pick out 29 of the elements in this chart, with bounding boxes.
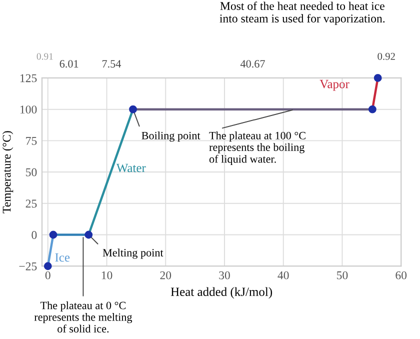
text: 40.67 — [240, 60, 265, 68]
y-tick-label: 50 — [26, 168, 37, 176]
x-tick-label: 0 — [45, 271, 50, 280]
text: 6.01 — [60, 60, 78, 68]
x-tick-label: 60 — [396, 271, 407, 280]
y-tick-label: 0 — [32, 231, 37, 239]
text: 7.54 — [102, 60, 122, 68]
y-axis-title: Temperature (°C) — [2, 131, 14, 214]
x-tick-label: 30 — [219, 271, 230, 280]
y-tick-label: −25 — [19, 262, 37, 270]
y-tick-label: 75 — [26, 137, 37, 145]
text: Vapor — [320, 80, 350, 91]
text: 0.92 — [378, 52, 395, 60]
text: Most of the heat needed to heat ice into steam is used for vaporization. — [220, 2, 385, 25]
x-tick-label: 40 — [278, 271, 289, 280]
text: 0.91 — [36, 53, 53, 60]
y-tick-label: 100 — [20, 106, 37, 114]
x-tick-label: 10 — [102, 271, 112, 280]
y-tick-label: 125 — [20, 74, 37, 82]
x-tick-label: 50 — [337, 271, 348, 280]
x-tick-label: 20 — [160, 271, 172, 280]
annotation: Boiling point — [142, 132, 200, 142]
annotation: Melting point — [102, 248, 164, 259]
y-tick-label: 25 — [26, 200, 37, 208]
series-label: Ice — [55, 253, 70, 262]
series-label: Water — [116, 164, 146, 172]
annotation: The plateau at 0 °C represents the melting of solid ice. — [34, 301, 132, 333]
annotation: The plateau at 100 °C represents the boiling of liquid water. — [209, 132, 306, 166]
x-axis-title: Heat added (kJ/mol) — [170, 287, 272, 299]
